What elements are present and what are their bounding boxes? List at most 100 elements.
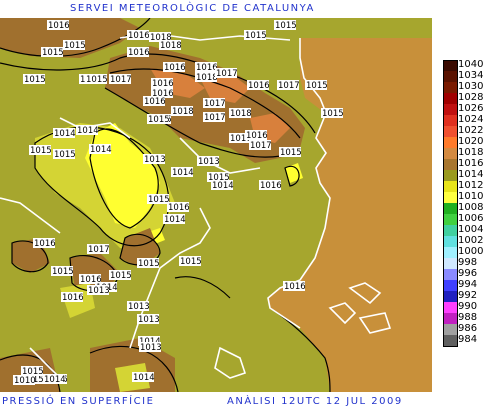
map-footer-field: PRESSIÓ EN SUPERFÍCIE [2, 396, 155, 407]
legend-level-label: 1010 [458, 191, 484, 202]
isobar-label-bg [151, 78, 173, 88]
isobar-label-bg [171, 106, 193, 116]
legend-level-label: 994 [458, 279, 478, 290]
legend-swatch [443, 93, 458, 104]
map-footer-analysis: ANÀLISI 12UTC 12 JUL 2009 [227, 396, 403, 407]
isobar-label-bg [76, 125, 98, 135]
isobar-label-bg [149, 32, 171, 42]
isobar-label-bg [13, 375, 35, 385]
isobar-label: 1014 [212, 181, 234, 191]
legend-swatch [443, 258, 458, 269]
isobar-label-bg [244, 30, 266, 40]
isobar-label-bg [85, 74, 107, 84]
legend-level-label: 1040 [458, 59, 484, 70]
isobar-label: 1013 [88, 286, 110, 296]
isobar-label: 1017 [250, 141, 272, 151]
isobar-label-bg [87, 285, 109, 295]
isobar-label-bg [229, 133, 251, 143]
isobar-label: 1015 [245, 31, 267, 41]
isobar-label: 1016 [284, 282, 306, 292]
isobar-label: 1017 [88, 245, 110, 255]
isobar-label: 1015 [180, 257, 202, 267]
legend-level-label: 1034 [458, 70, 484, 81]
isobar-label: 1018 [196, 73, 218, 83]
isobar-label: 1015 [54, 150, 76, 160]
sea-pressure-region [268, 38, 432, 392]
isobar-label-bg [245, 130, 267, 140]
legend-swatch [443, 236, 458, 247]
isobar-label: 1017 [110, 75, 132, 85]
isobar-label-bg [61, 292, 83, 302]
isobar-label-bg [163, 214, 185, 224]
legend-level-label: 1026 [458, 103, 484, 114]
isobar-label-bg [195, 62, 217, 72]
isobar-label: 1017 [204, 113, 226, 123]
legend-swatch [443, 280, 458, 291]
isobar-label-bg [127, 47, 149, 57]
high-region-nw [0, 18, 140, 58]
isobar-label: 1016 [34, 239, 56, 249]
isobar-label: 1013 [140, 343, 162, 353]
isobar-label-bg [195, 72, 217, 82]
isobar-label-bg [43, 374, 65, 384]
isobar-label-bg [249, 140, 271, 150]
legend-swatch [443, 302, 458, 313]
isobar-label: 1015 [280, 148, 302, 158]
isobar-label-bg [274, 20, 296, 30]
isobar-label-bg [211, 180, 233, 190]
legend-level-label: 996 [458, 268, 478, 279]
isobar-label: 1014 [133, 373, 155, 383]
isobar-label: 1016 [248, 81, 270, 91]
legend-level-label: 1000 [458, 246, 484, 257]
isobar-label-bg [277, 80, 299, 90]
legend-level-label: 1028 [458, 92, 484, 103]
isobar-label-bg [321, 108, 343, 118]
isobar-label-bg [21, 366, 43, 376]
isobar-label: 1016 [128, 48, 150, 58]
isobar-label: 1018 [172, 107, 194, 117]
legend-swatch [443, 269, 458, 280]
isobar-label: 1015 [42, 48, 64, 58]
legend-level-label: 990 [458, 301, 478, 312]
isobar-label: 1013 [128, 302, 150, 312]
isobar-label: 1014 [90, 145, 112, 155]
isobar-label: 1016 [80, 275, 102, 285]
legend-swatch [443, 203, 458, 214]
legend-level-label: 1012 [458, 180, 484, 191]
isobar-label-bg [47, 20, 69, 30]
isobar-label-bg [41, 47, 63, 57]
isobar-label-bg [171, 167, 193, 177]
isobar-label: 1015 [148, 115, 170, 125]
isobar-label: 1014 [77, 126, 99, 136]
isobar-label-bg [33, 238, 55, 248]
legend-swatch [443, 313, 458, 324]
isobar-label-bg [283, 281, 305, 291]
isobar-label-bg [89, 144, 111, 154]
map-title: SERVEI METEOROLÒGIC DE CATALUNYA [70, 3, 315, 14]
legend-swatch [443, 335, 458, 347]
isobar-label-bg [247, 80, 269, 90]
legend-swatch [443, 324, 458, 335]
isobar-label-bg [132, 372, 154, 382]
legend-swatch [443, 71, 458, 82]
isobar-label: 1015 [24, 75, 46, 85]
isobar-label-bg [63, 40, 85, 50]
isobar-labels: 1016101510151016101610181018101510151016… [13, 20, 344, 386]
isobar-label-bg [159, 40, 181, 50]
legend-level-label: 1024 [458, 114, 484, 125]
isobar-label-bg [167, 202, 189, 212]
pressure-map: 1016101510151016101610181018101510151016… [0, 18, 432, 392]
isobar-label-bg [147, 114, 169, 124]
legend-swatch [443, 82, 458, 93]
isobar-label-bg [137, 258, 159, 268]
isobar-label-bg [197, 156, 219, 166]
legend-swatch [443, 60, 458, 72]
legend-swatch [443, 159, 458, 170]
isobar-label: 1015 [86, 75, 108, 85]
isobar-label-bg [127, 301, 149, 311]
isobar-label: 1015 [52, 267, 74, 277]
legend-swatch [443, 192, 458, 203]
isobar-label-bg [138, 336, 160, 346]
isobar-label: 1016 [48, 21, 70, 31]
isobar-label-bg [51, 266, 73, 276]
